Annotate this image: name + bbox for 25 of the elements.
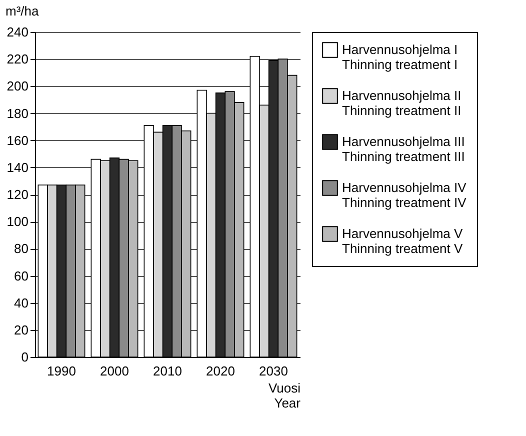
y-tick-label: 120: [6, 187, 28, 202]
x-axis-title: Vuosi Year: [268, 380, 302, 410]
x-tick-label: 2000: [100, 364, 129, 378]
y-tick-label: 100: [6, 214, 28, 230]
y-tick-label: 140: [6, 160, 28, 175]
legend-label: Harvennusohjelma II Thinning treatment II: [342, 88, 462, 118]
legend-label: Harvennusohjelma I Thinning treatment I: [342, 42, 458, 72]
legend-label: Harvennusohjelma III Thinning treatment III: [342, 134, 465, 164]
y-tick-label: 0: [21, 350, 28, 364]
y-tick-label: 220: [6, 52, 28, 67]
x-tick-label: 1990: [47, 364, 76, 378]
x-tick-label: 2010: [153, 364, 182, 378]
y-tick-label: 240: [6, 24, 28, 40]
y-tick-label: 180: [6, 106, 28, 121]
x-tick-label: 2020: [206, 364, 235, 378]
x-tick-label: 2030: [259, 364, 288, 378]
y-axis-title: m³/ha: [6, 4, 40, 18]
legend-label: Harvennusohjelma IV Thinning treatment IV: [342, 180, 467, 210]
legend-label: Harvennusohjelma V Thinning treatment V: [342, 226, 464, 256]
y-tick-label: 80: [14, 241, 28, 256]
y-tick-label: 40: [14, 295, 28, 310]
y-tick-label: 20: [14, 322, 28, 338]
y-tick-label: 160: [6, 132, 28, 148]
y-tick-label: 200: [6, 78, 28, 94]
y-tick-label: 60: [14, 268, 28, 284]
